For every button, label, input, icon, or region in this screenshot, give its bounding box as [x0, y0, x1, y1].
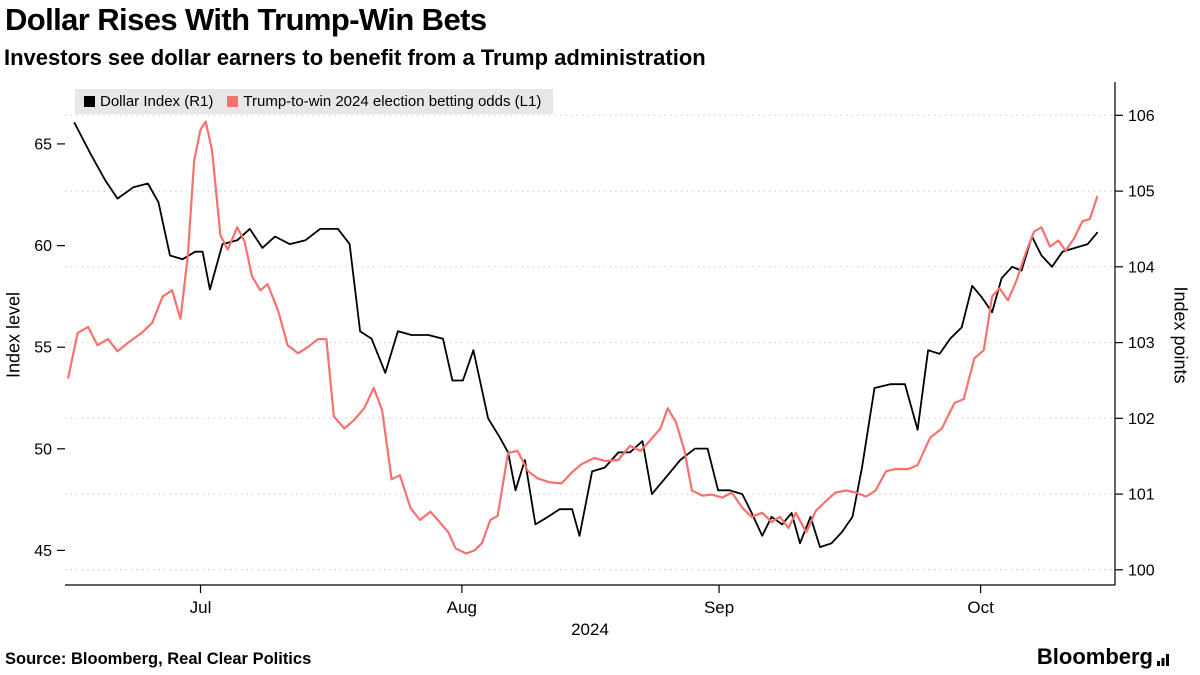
left-axis-tick-label: 50 — [34, 441, 52, 458]
left-axis-tick-label: 55 — [34, 340, 52, 357]
x-axis-year-label: 2024 — [571, 620, 609, 639]
x-axis-tick-label: Oct — [967, 598, 994, 617]
legend-label-betting-odds: Trump-to-win 2024 election betting odds … — [243, 93, 542, 110]
dollar-index-line — [73, 122, 1099, 548]
source-note: Source: Bloomberg, Real Clear Politics — [5, 650, 312, 668]
right-axis-tick-label: 102 — [1128, 411, 1155, 428]
bloomberg-bars-icon — [1157, 654, 1169, 666]
bloomberg-logo: Bloomberg — [1037, 644, 1170, 670]
x-axis-tick-label: Jul — [190, 598, 212, 617]
chart-legend: Dollar Index (R1) Trump-to-win 2024 elec… — [75, 89, 554, 114]
legend-item-dollar-index: Dollar Index (R1) — [84, 93, 213, 110]
dollar-index-swatch-icon — [84, 96, 95, 107]
left-axis-tick-label: 45 — [34, 543, 52, 560]
legend-label-dollar-index: Dollar Index (R1) — [100, 93, 214, 110]
right-axis-title: Index points — [1170, 286, 1191, 384]
right-axis-tick-label: 106 — [1128, 108, 1155, 125]
bloomberg-wordmark: Bloomberg — [1036, 644, 1153, 669]
left-axis-tick-label: 60 — [34, 238, 52, 255]
right-axis-tick-label: 101 — [1128, 487, 1155, 504]
right-axis-tick-label: 103 — [1128, 335, 1155, 352]
left-axis-tick-label: 65 — [34, 136, 52, 153]
page-subtitle: Investors see dollar earners to benefit … — [4, 45, 706, 70]
x-axis-tick-label: Aug — [447, 598, 477, 617]
page-title: Dollar Rises With Trump-Win Bets — [5, 2, 487, 37]
right-axis-tick-label: 100 — [1128, 562, 1155, 579]
legend-item-betting-odds: Trump-to-win 2024 election betting odds … — [227, 93, 541, 110]
x-axis-tick-label: Sep — [704, 598, 734, 617]
right-axis-tick-label: 104 — [1128, 259, 1155, 276]
left-axis-title: Index level — [3, 291, 24, 379]
betting-odds-swatch-icon — [227, 96, 239, 107]
right-axis-tick-label: 105 — [1128, 184, 1155, 201]
betting-odds-line — [67, 120, 1099, 555]
